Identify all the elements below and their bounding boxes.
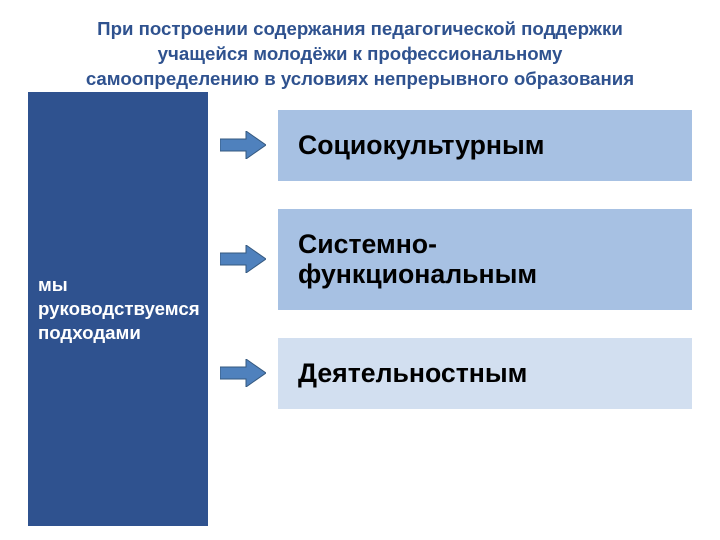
title-line-3: самоопределению в условиях непрерывного … — [50, 66, 670, 91]
content-area: мы руководствуемся подходами Социокульту… — [28, 92, 692, 526]
title-line-1: При построении содержания педагогической… — [50, 16, 670, 41]
approach-row-2: Системно-функциональным — [208, 209, 692, 310]
right-panel: Социокультурным Системно-функциональным — [208, 92, 692, 526]
left-panel-label: мы руководствуемся подходами — [38, 273, 200, 346]
approach-box-3: Деятельностным — [278, 338, 692, 409]
arrow-wrap-3 — [208, 359, 278, 387]
approach-label-2: Системно-функциональным — [298, 229, 537, 290]
arrow-wrap-2 — [208, 245, 278, 273]
arrow-right-icon — [220, 359, 266, 387]
slide-title: При построении содержания педагогической… — [0, 0, 720, 102]
arrow-right-icon — [220, 245, 266, 273]
approach-label-3: Деятельностным — [298, 358, 527, 388]
approach-box-2: Системно-функциональным — [278, 209, 692, 310]
slide: При построении содержания педагогической… — [0, 0, 720, 540]
title-line-2: учащейся молодёжи к профессиональному — [50, 41, 670, 66]
arrow-right-icon — [220, 131, 266, 159]
left-panel: мы руководствуемся подходами — [28, 92, 208, 526]
arrow-wrap-1 — [208, 131, 278, 159]
approach-label-1: Социокультурным — [298, 130, 544, 160]
approach-box-1: Социокультурным — [278, 110, 692, 181]
approach-row-1: Социокультурным — [208, 110, 692, 181]
approach-row-3: Деятельностным — [208, 338, 692, 409]
